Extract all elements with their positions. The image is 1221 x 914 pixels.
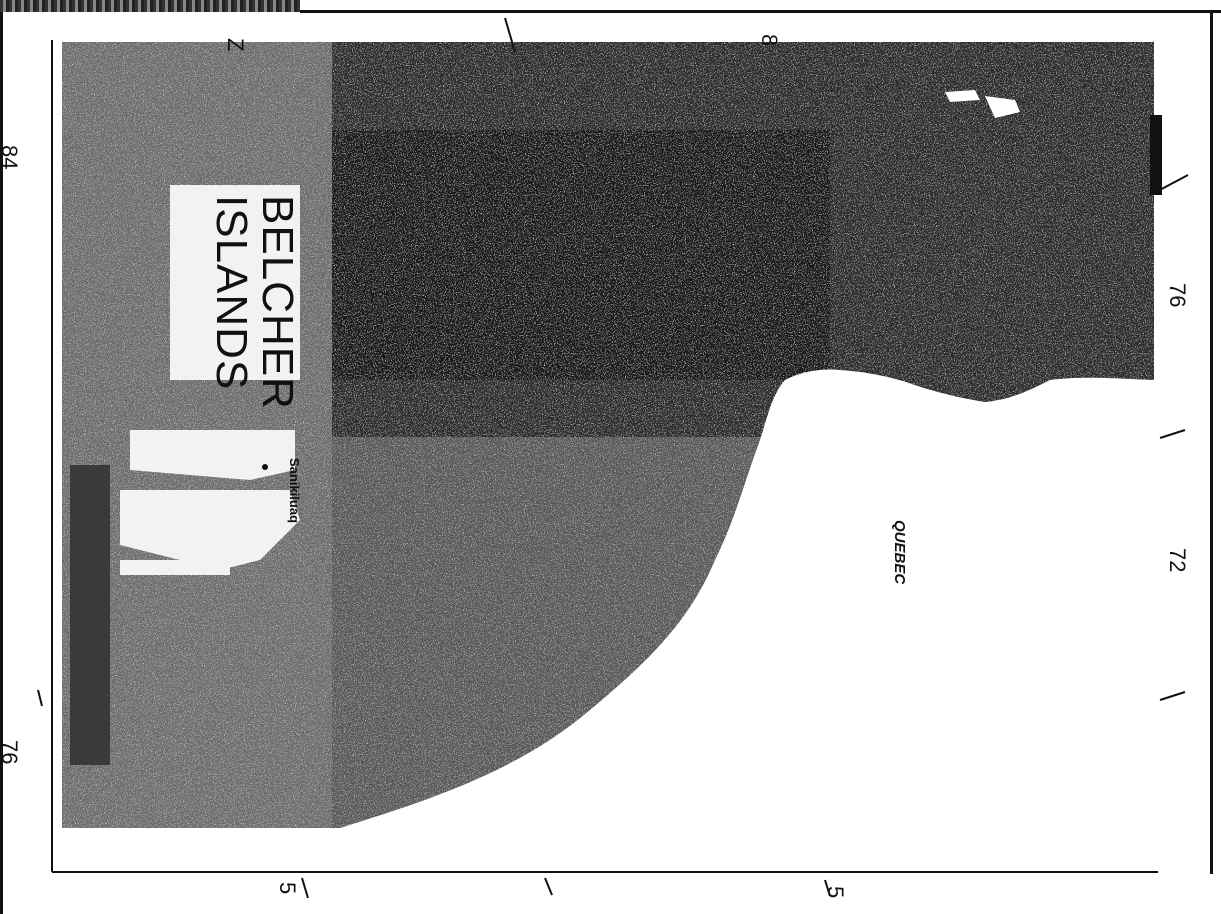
tick-label-top-left: Z bbox=[223, 38, 248, 52]
frame-left bbox=[0, 12, 3, 914]
region-label-quebec: QUEBEC bbox=[891, 520, 908, 585]
belcher-islands bbox=[120, 185, 300, 575]
frame-corner bbox=[0, 0, 300, 12]
tick-label-bottom-right: 5 bbox=[823, 886, 848, 899]
tick-label-top-right: 8 bbox=[757, 34, 782, 47]
sanikiluaq-marker bbox=[262, 464, 268, 470]
neatline bbox=[51, 40, 1158, 873]
place-label-sanikiluaq: Sanikiluaq bbox=[287, 458, 302, 524]
frame-top bbox=[300, 0, 1221, 13]
island-title-line2: ISLANDS bbox=[207, 195, 256, 391]
graticule-ticks bbox=[37, 17, 1189, 899]
right-edge-bar bbox=[1150, 115, 1162, 195]
island-title-line1: BELCHER bbox=[253, 195, 302, 410]
tick-label-left-top: 84 bbox=[0, 145, 22, 170]
tick-label-right-middle: 72 bbox=[1165, 548, 1190, 573]
tick-label-left-bottom: 76 bbox=[0, 740, 22, 765]
tick-label-right-top: 76 bbox=[1165, 283, 1190, 308]
quebec-landmass bbox=[340, 369, 1154, 828]
island-title: BELCHER ISLANDS bbox=[207, 195, 302, 410]
ice-patches bbox=[945, 90, 1020, 118]
tick-label-bottom-left: 5 bbox=[275, 882, 300, 895]
frame-right bbox=[1210, 12, 1213, 874]
left-margin-strip bbox=[70, 465, 110, 765]
